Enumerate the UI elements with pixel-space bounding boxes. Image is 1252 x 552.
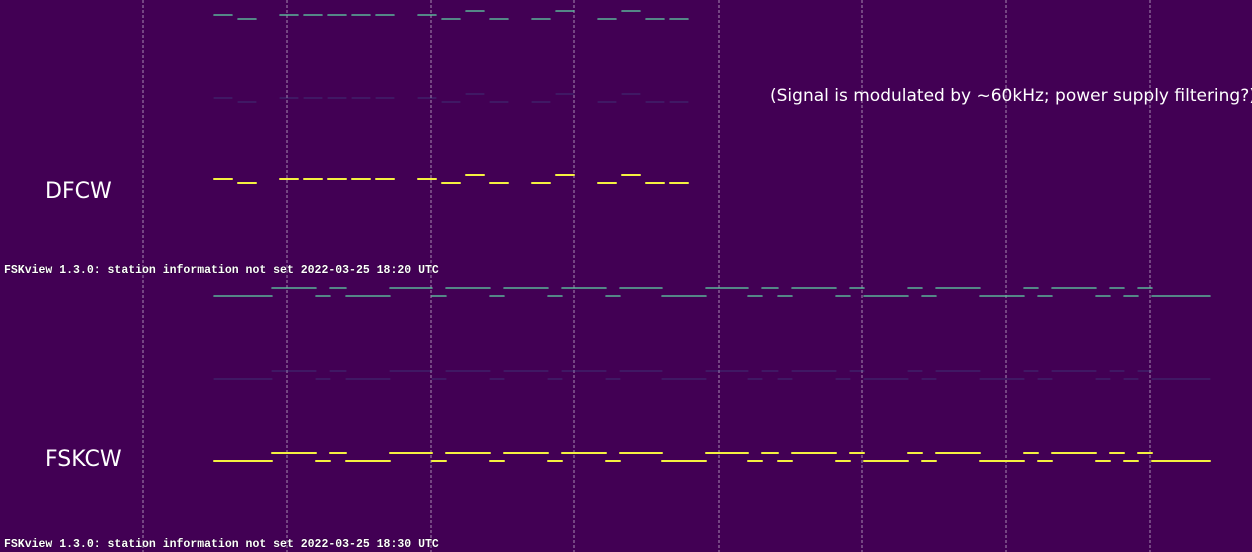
status-line-1820: FSKview 1.3.0: station information not s… bbox=[4, 264, 439, 277]
signal-traces bbox=[213, 10, 1211, 462]
modulation-annotation: (Signal is modulated by ~60kHz; power su… bbox=[770, 86, 1252, 106]
time-gridlines bbox=[142, 0, 1151, 552]
status-line-1830: FSKview 1.3.0: station information not s… bbox=[4, 538, 439, 551]
dfcw-mode-label: DFCW bbox=[45, 179, 112, 204]
fskcw-mode-label: FSKCW bbox=[45, 447, 122, 472]
